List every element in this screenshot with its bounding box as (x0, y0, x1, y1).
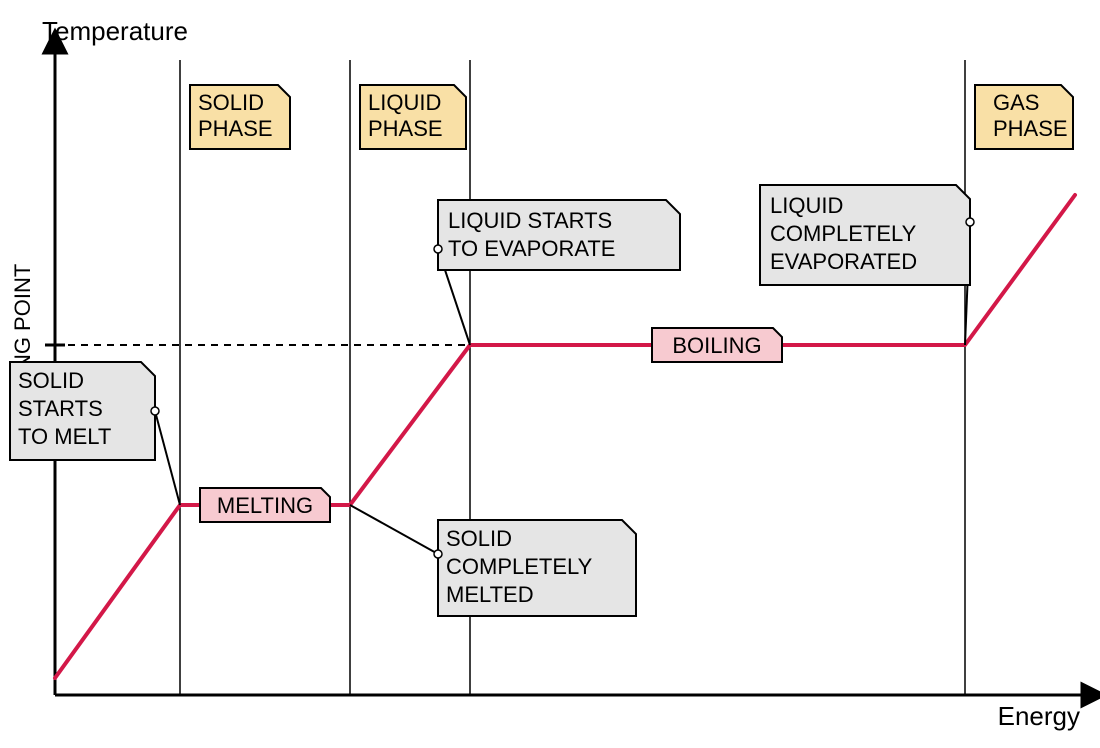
segment-labels: MELTING BOILING (200, 328, 782, 522)
solid-melted-leader (350, 505, 438, 554)
liquid-phase-label: LIQUIDPHASE (368, 90, 443, 141)
boiling-label: BOILING (672, 333, 761, 358)
y-axis-label: Temperature (42, 16, 188, 46)
phase-labels: SOLIDPHASELIQUIDPHASEGASPHASE (190, 85, 1073, 149)
solid-starts-pin (151, 407, 159, 415)
liquid-evap-pin (966, 218, 974, 226)
liquid-starts-pin (434, 245, 442, 253)
solid-phase-label: SOLIDPHASE (198, 90, 273, 141)
x-axis-label: Energy (998, 701, 1080, 731)
solid-melted-pin (434, 550, 442, 558)
callouts: SOLIDSTARTSTO MELTSOLIDCOMPLETELYMELTEDL… (10, 185, 970, 616)
heating-curve-diagram: BOILING POINT TemperatureEnergy MELTINGB… (0, 0, 1100, 748)
solid-starts-leader (155, 411, 180, 505)
melting-label: MELTING (217, 493, 313, 518)
